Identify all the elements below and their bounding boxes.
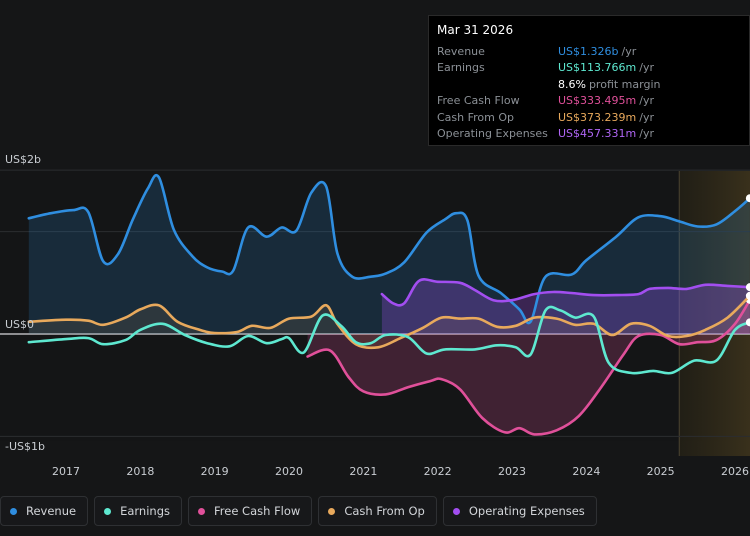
- legend-dot: [104, 507, 112, 515]
- tooltip-row-revenue: Revenue US$1.326b /yr: [437, 43, 741, 60]
- legend-label: Operating Expenses: [468, 504, 585, 518]
- tooltip-unit: /yr: [639, 61, 654, 75]
- legend-label: Earnings: [120, 504, 170, 518]
- plot-background: [0, 171, 750, 441]
- series-line-revenue: [27, 173, 750, 325]
- series-line-earnings: [27, 305, 750, 375]
- series-fill-revenue: [28, 175, 750, 334]
- tooltip-value: US$1.326b: [558, 44, 619, 58]
- x-tick-label: 2021: [349, 465, 377, 478]
- legend-item-free-cash-flow[interactable]: Free Cash Flow: [188, 496, 313, 526]
- tooltip-date: Mar 31 2026: [437, 23, 514, 37]
- legend-item-operating-expenses[interactable]: Operating Expenses: [442, 496, 597, 526]
- y-tick-label: US$0: [5, 318, 34, 331]
- tooltip-value: US$457.331m: [558, 127, 637, 141]
- tooltip-unit: /yr: [621, 44, 637, 58]
- tooltip-label: Cash From Op: [437, 110, 515, 124]
- legend-dot: [10, 507, 17, 515]
- tooltip-label: Revenue: [437, 44, 485, 58]
- forecast-region: [679, 171, 750, 456]
- x-tick-label: 2022: [424, 465, 452, 478]
- tooltip-profit-margin: 8.6% profit margin: [437, 76, 741, 93]
- tooltip-label: Operating Expenses: [437, 127, 548, 141]
- tooltip-value: US$113.766m: [558, 61, 637, 75]
- series-line-operating-expenses: [380, 278, 750, 307]
- tooltip-value: US$333.495m: [558, 94, 637, 108]
- tooltip-unit: /yr: [639, 110, 654, 124]
- series-line-cash-from-op: [27, 294, 750, 350]
- series-end-marker-operating-expenses: [745, 283, 750, 292]
- series-line-free-cash-flow: [306, 298, 750, 436]
- legend-dot: [328, 507, 336, 515]
- x-tick-label: 2017: [52, 465, 80, 478]
- legend-dot: [198, 507, 205, 515]
- x-tick-label: 2026: [721, 465, 749, 478]
- legend-item-earnings[interactable]: Earnings: [94, 496, 182, 526]
- tooltip-label: Free Cash Flow: [437, 94, 520, 108]
- profit-margin-value: 8.6%: [558, 77, 586, 91]
- series-fill-operating-expenses: [381, 279, 750, 334]
- series-end-marker-revenue: [745, 194, 750, 203]
- legend-label: Cash From Op: [344, 504, 425, 518]
- x-tick-label: 2020: [275, 465, 303, 478]
- tooltip-panel: Mar 31 2026 Revenue US$1.326b /yr Earnin…: [428, 15, 750, 146]
- tooltip-row-cash-from-op: Cash From Op US$373.239m /yr: [437, 109, 741, 126]
- x-tick-label: 2025: [647, 465, 675, 478]
- tooltip-unit: /yr: [639, 127, 654, 141]
- x-tick-label: 2019: [201, 465, 229, 478]
- series-end-marker-cash-from-op: [745, 291, 750, 300]
- chart-legend: Revenue Earnings Free Cash Flow Cash Fro…: [0, 496, 597, 526]
- legend-item-revenue[interactable]: Revenue: [0, 496, 89, 526]
- y-tick-label: -US$1b: [5, 440, 45, 453]
- chart-svg: US$2b US$0 -US$1b 2017 2018 2019 2020 2021 2022 2…: [0, 153, 750, 478]
- tooltip-row-earnings: Earnings US$113.766m /yr: [437, 60, 741, 77]
- tooltip-row-free-cash-flow: Free Cash Flow US$333.495m /yr: [437, 93, 741, 110]
- legend-dot: [452, 507, 460, 515]
- tooltip-label: Earnings: [437, 61, 485, 75]
- x-tick-label: 2018: [126, 465, 154, 478]
- tooltip-value: US$373.239m: [558, 110, 637, 124]
- legend-item-cash-from-op[interactable]: Cash From Op: [318, 496, 437, 526]
- profit-margin-label: profit margin: [588, 77, 661, 91]
- x-tick-label: 2023: [498, 465, 526, 478]
- series-fill-cash-from-op: [28, 295, 750, 348]
- legend-label: Revenue: [26, 504, 77, 518]
- legend-label: Free Cash Flow: [214, 504, 301, 518]
- tooltip-unit: /yr: [639, 94, 654, 108]
- x-tick-label: 2024: [572, 465, 600, 478]
- y-tick-label: US$2b: [5, 153, 41, 166]
- series-end-marker-earnings: [745, 318, 750, 327]
- tooltip-row-operating-expenses: Operating Expenses US$457.331m /yr: [437, 126, 741, 143]
- series-fill-free-cash-flow: [307, 299, 750, 435]
